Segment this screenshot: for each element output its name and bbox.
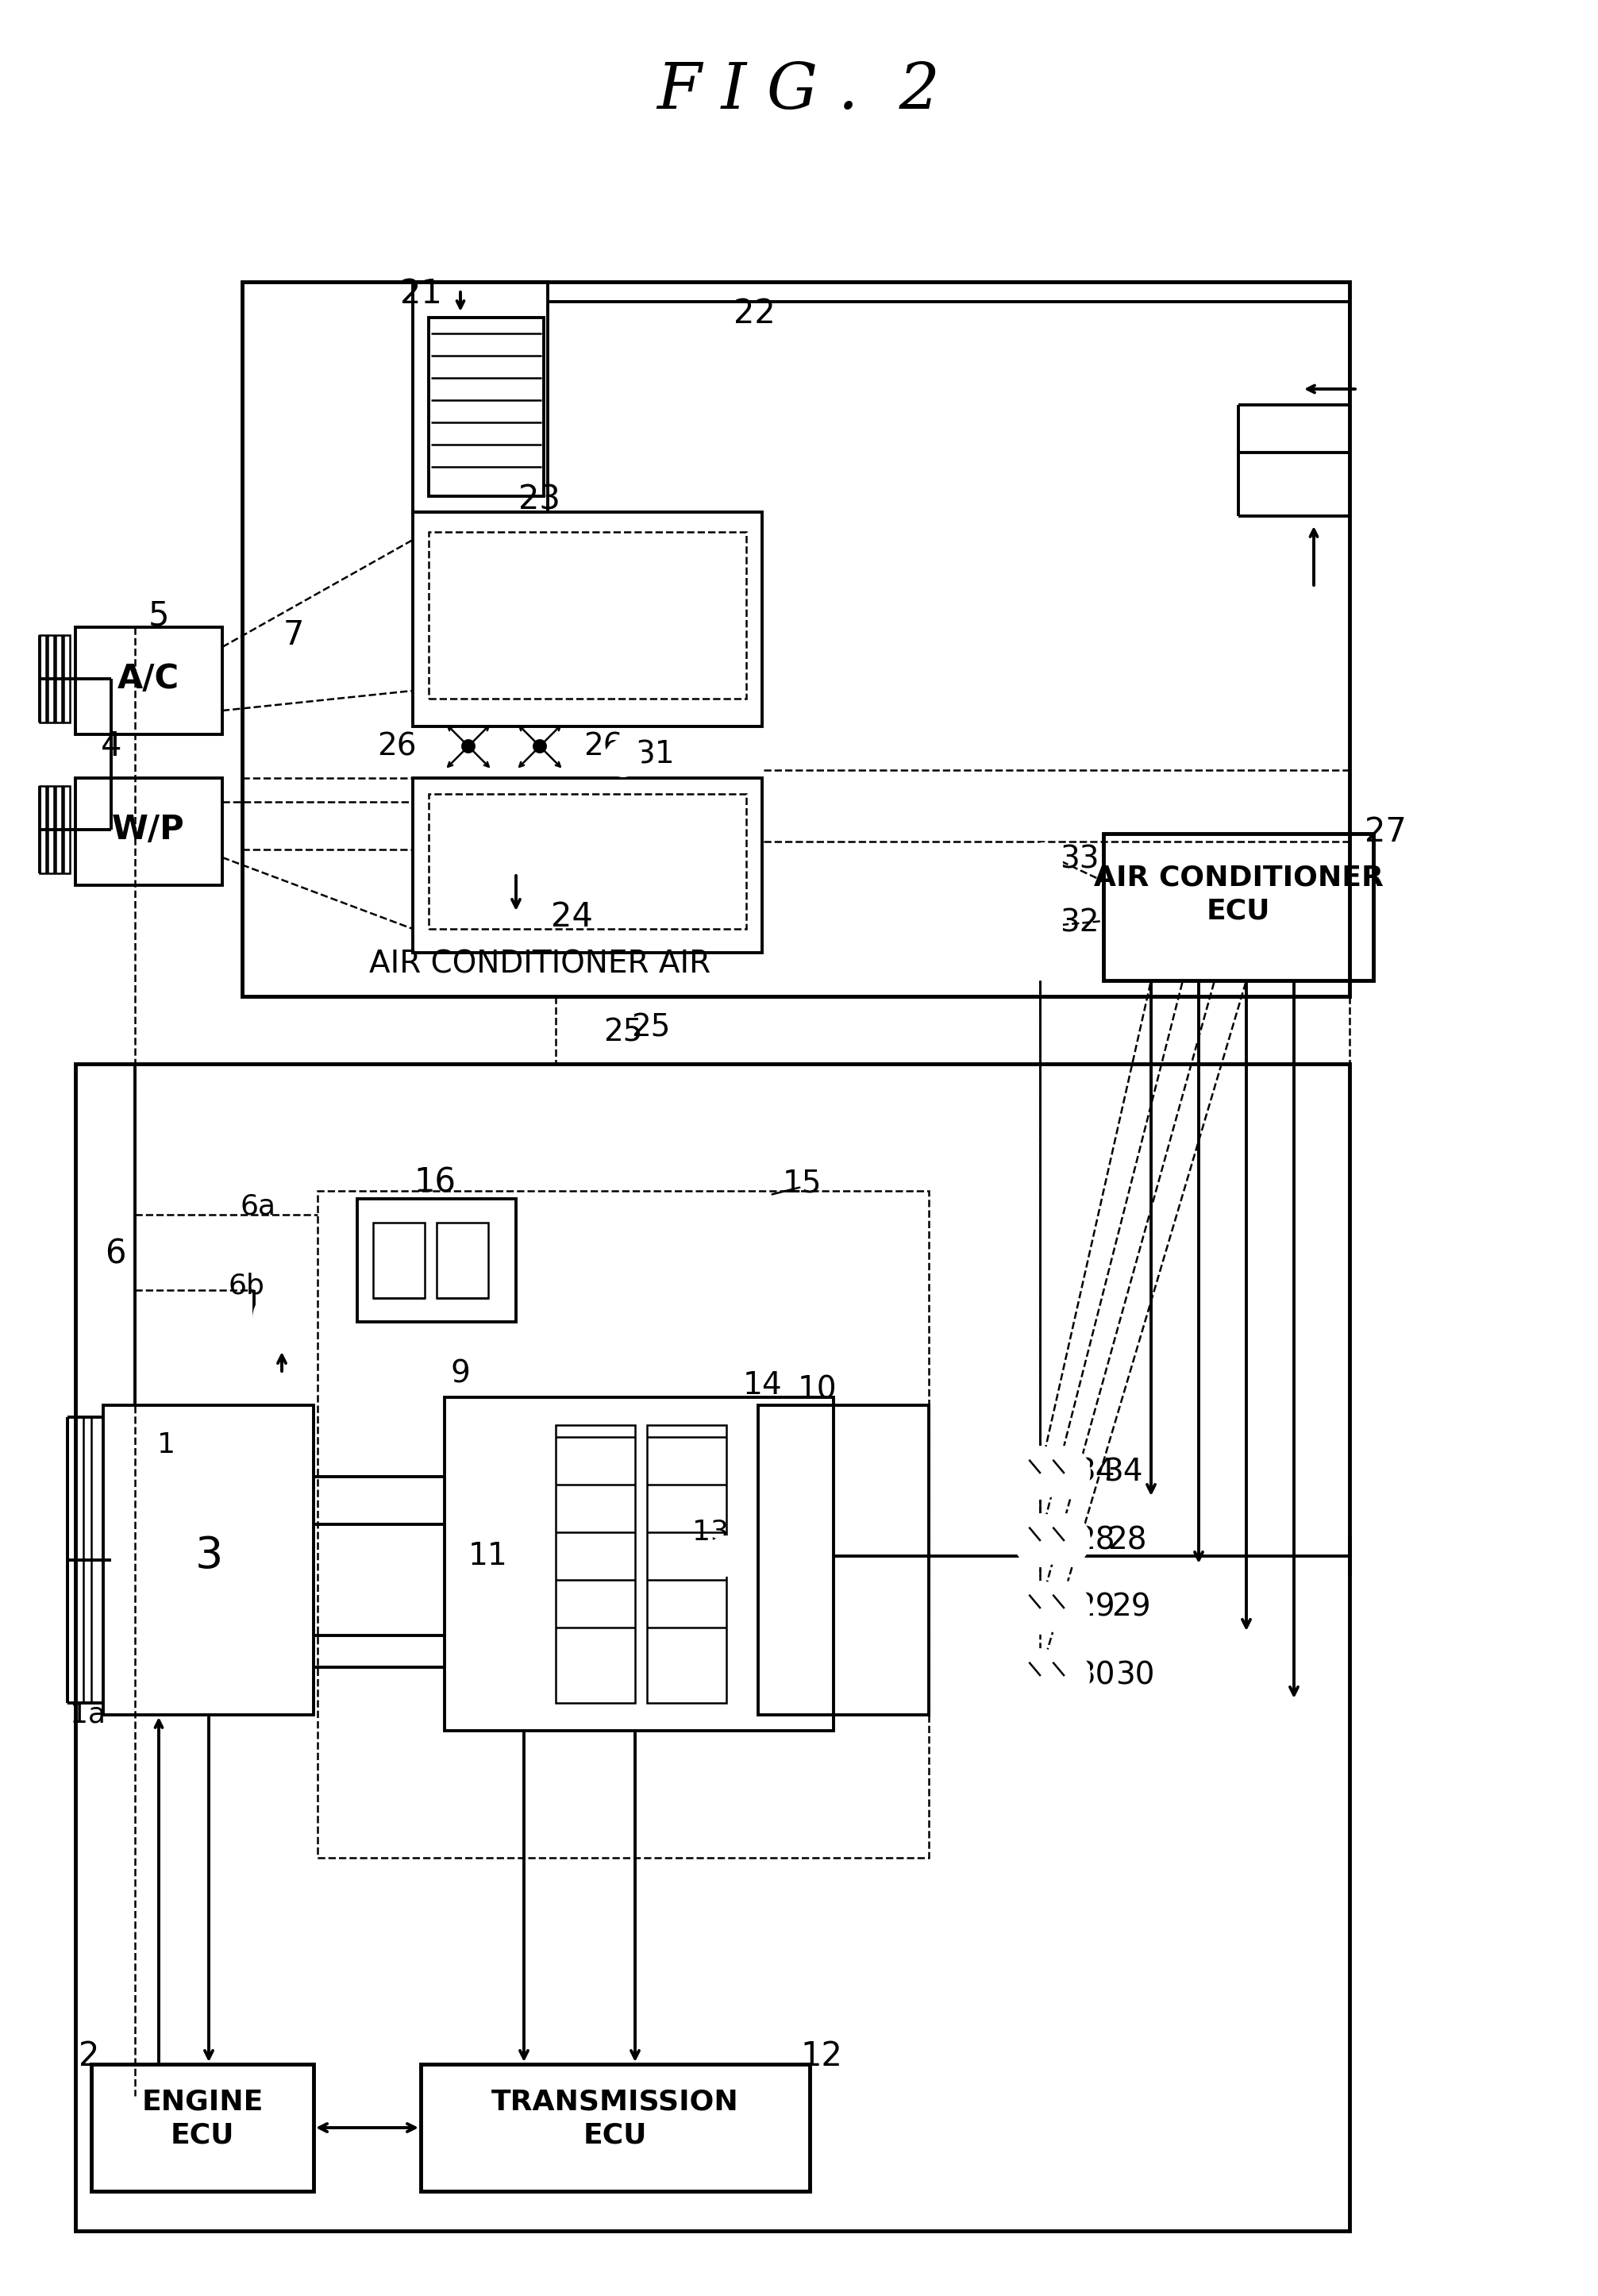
Text: 25: 25 <box>631 1013 671 1042</box>
Text: 15: 15 <box>781 1169 821 1199</box>
Bar <box>412 282 548 512</box>
Text: 21: 21 <box>400 278 441 310</box>
Bar <box>420 2064 810 2190</box>
Text: ENGINE: ENGINE <box>142 2089 264 2117</box>
Bar <box>91 2064 313 2190</box>
Text: 31: 31 <box>636 739 674 769</box>
Circle shape <box>1039 1446 1090 1497</box>
Circle shape <box>1026 907 1061 941</box>
Bar <box>412 778 762 953</box>
Text: 30: 30 <box>1075 1660 1115 1690</box>
Circle shape <box>1015 1651 1066 1701</box>
Circle shape <box>708 1536 745 1575</box>
Text: 1: 1 <box>158 1430 176 1458</box>
Bar <box>40 785 46 872</box>
Circle shape <box>254 1290 310 1345</box>
Text: 22: 22 <box>733 296 775 331</box>
Text: 28: 28 <box>1107 1525 1147 1554</box>
Text: W/P: W/P <box>112 813 185 847</box>
Circle shape <box>244 1467 280 1502</box>
Bar <box>75 778 222 886</box>
Bar <box>428 533 746 698</box>
Circle shape <box>1015 1582 1066 1632</box>
Bar <box>556 1426 634 1704</box>
Bar <box>444 1398 834 1731</box>
Text: 32: 32 <box>1059 909 1099 939</box>
Bar <box>104 1405 313 1715</box>
Bar <box>243 282 1350 996</box>
Bar <box>372 1224 425 1297</box>
Text: 6a: 6a <box>240 1194 276 1219</box>
Bar <box>56 785 62 872</box>
Text: 24: 24 <box>551 900 593 934</box>
Text: 6: 6 <box>104 1238 126 1272</box>
Text: 16: 16 <box>414 1166 455 1199</box>
Circle shape <box>1026 845 1061 879</box>
Text: 34: 34 <box>1075 1458 1115 1488</box>
Text: 1a: 1a <box>69 1701 105 1729</box>
Text: A/C: A/C <box>117 661 179 696</box>
Circle shape <box>534 742 545 751</box>
Text: 34: 34 <box>1104 1458 1143 1488</box>
Bar <box>436 1224 489 1297</box>
Text: 14: 14 <box>743 1371 781 1401</box>
Bar <box>647 1426 727 1704</box>
Text: AIR CONDITIONER: AIR CONDITIONER <box>1093 863 1384 891</box>
Text: 33: 33 <box>1059 845 1099 875</box>
Circle shape <box>1039 1651 1090 1701</box>
Text: 2: 2 <box>78 2039 99 2073</box>
Text: 12: 12 <box>801 2039 842 2073</box>
Text: 28: 28 <box>1075 1525 1115 1554</box>
Text: 4: 4 <box>101 730 121 762</box>
Text: F I G .  2: F I G . 2 <box>657 60 940 122</box>
Text: ECU: ECU <box>583 2122 647 2149</box>
Text: 10: 10 <box>797 1375 837 1405</box>
Bar <box>64 636 70 723</box>
Bar <box>1104 833 1373 980</box>
Text: ECU: ECU <box>171 2122 235 2149</box>
Bar <box>318 1192 928 1857</box>
Text: 23: 23 <box>519 484 561 517</box>
Bar <box>75 1063 1350 2232</box>
Circle shape <box>463 742 475 751</box>
Bar <box>757 1405 928 1715</box>
Text: 7: 7 <box>283 618 304 652</box>
Text: 6b: 6b <box>229 1272 264 1300</box>
Circle shape <box>606 742 641 776</box>
Bar <box>48 785 54 872</box>
Text: 25: 25 <box>604 1017 642 1047</box>
Text: 26: 26 <box>583 730 623 762</box>
Bar <box>412 512 762 726</box>
Bar <box>64 785 70 872</box>
Text: 9: 9 <box>451 1359 470 1389</box>
Text: 29: 29 <box>1112 1593 1151 1623</box>
Text: 11: 11 <box>468 1541 508 1570</box>
Text: 27: 27 <box>1365 815 1406 850</box>
Bar <box>428 317 543 496</box>
Circle shape <box>1015 1446 1066 1497</box>
Bar <box>75 627 222 735</box>
Text: 30: 30 <box>1115 1660 1155 1690</box>
Text: 3: 3 <box>195 1534 222 1577</box>
Bar <box>358 1199 516 1322</box>
Bar <box>428 794 746 930</box>
Text: TRANSMISSION: TRANSMISSION <box>492 2089 738 2117</box>
Circle shape <box>1015 1515 1066 1566</box>
Text: 29: 29 <box>1075 1593 1115 1623</box>
Circle shape <box>1039 1582 1090 1632</box>
Text: AIR CONDITIONER AIR: AIR CONDITIONER AIR <box>369 951 711 980</box>
Bar <box>40 636 46 723</box>
Bar <box>48 636 54 723</box>
Text: 5: 5 <box>149 599 169 631</box>
Text: 26: 26 <box>377 730 417 762</box>
Bar <box>56 636 62 723</box>
Text: 13: 13 <box>692 1518 729 1545</box>
Text: ECU: ECU <box>1206 898 1270 925</box>
Circle shape <box>1039 1515 1090 1566</box>
